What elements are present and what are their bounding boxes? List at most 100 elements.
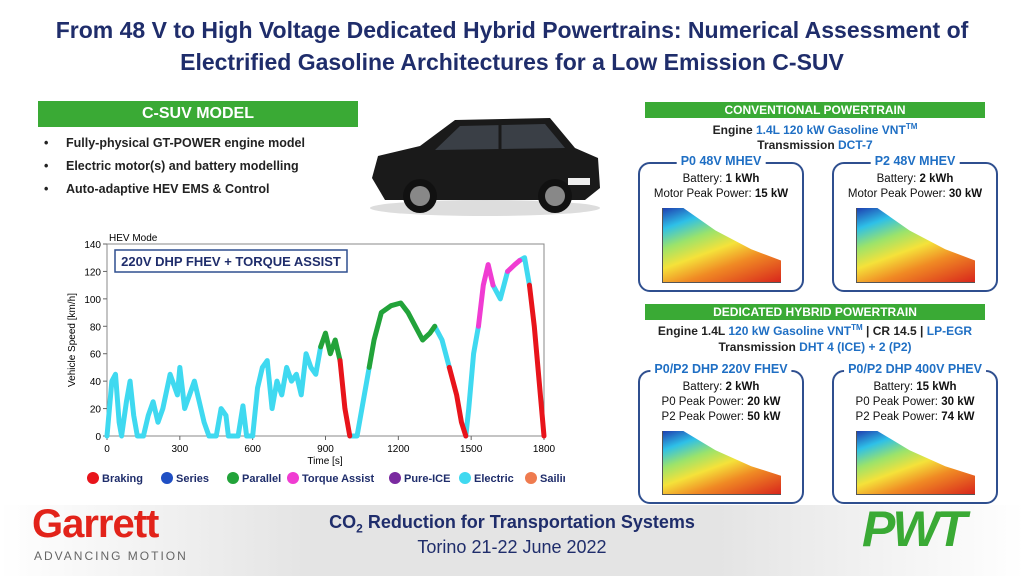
y-axis-label: Vehicle Speed [km/h] xyxy=(67,293,78,387)
label: Battery: xyxy=(682,173,723,185)
panel-line: P0 Peak Power: 20 kW xyxy=(640,395,802,410)
y-tick-label: 140 xyxy=(84,240,101,251)
y-tick-label: 40 xyxy=(90,377,102,388)
legend-swatch xyxy=(389,472,401,484)
chart-title: HEV Mode xyxy=(109,233,158,244)
speed-trace xyxy=(318,330,343,364)
speed-trace xyxy=(490,268,511,302)
x-tick-label: 300 xyxy=(171,444,188,455)
powertrain-panel: P0/P2 DHP 220V FHEV Battery: 2 kWh P0 Peak… xyxy=(638,362,804,504)
label: Battery: xyxy=(682,381,723,393)
panel-line: Motor Peak Power: 30 kW xyxy=(834,187,996,202)
tm: TM xyxy=(905,122,918,131)
dedicated-heading: DEDICATED HYBRID POWERTRAIN xyxy=(645,304,985,320)
engine-line: Engine 1.4L 120 kW Gasoline VNTTM xyxy=(620,122,1010,137)
y-tick-label: 0 xyxy=(95,432,101,443)
powertrain-panel: P0 48V MHEV Battery: 1 kWh Motor Peak Powe… xyxy=(638,154,804,292)
tm: TM xyxy=(851,323,863,332)
speed-trace xyxy=(475,262,496,329)
panel-line: Motor Peak Power: 15 kW xyxy=(640,187,802,202)
legend-swatch xyxy=(287,472,299,484)
label: Motor Peak Power: xyxy=(653,188,752,200)
powertrain-panel: P0/P2 DHP 400V PHEV Battery: 15 kWh P0 Pea… xyxy=(832,362,998,504)
legend-label: Pure-ICE xyxy=(404,473,450,485)
legend-swatch xyxy=(87,472,99,484)
label: Motor Peak Power: xyxy=(847,188,946,200)
speed-trace xyxy=(347,364,372,439)
x-tick-label: 1500 xyxy=(460,444,483,455)
panel-line: P0 Peak Power: 30 kW xyxy=(834,395,996,410)
y-tick-label: 20 xyxy=(90,405,102,416)
x-tick-label: 900 xyxy=(317,444,334,455)
subscript: 2 xyxy=(356,521,363,536)
legend-swatch xyxy=(459,472,471,484)
value: 30 kW xyxy=(941,396,975,408)
transmission-line: Transmission DCT-7 xyxy=(620,138,1010,152)
legend-label: Series xyxy=(176,473,209,485)
speed-trace xyxy=(463,323,481,439)
speed-trace xyxy=(505,257,523,274)
speed-trace xyxy=(526,282,547,439)
panel-title: P0/P2 DHP 400V PHEV xyxy=(844,362,986,376)
value: 50 kW xyxy=(747,411,781,423)
speed-trace xyxy=(104,344,324,439)
value: 20 kW xyxy=(747,396,781,408)
efficiency-map xyxy=(662,431,781,495)
annotation-box xyxy=(114,249,348,273)
legend-swatch xyxy=(227,472,239,484)
panel-title: P0/P2 DHP 220V FHEV xyxy=(650,362,792,376)
y-tick-label: 80 xyxy=(90,322,102,333)
panel-title: P0 48V MHEV xyxy=(676,154,766,168)
text: Reduction for Transportation Systems xyxy=(362,512,695,532)
panel-lines: Battery: 1 kWh Motor Peak Power: 15 kW xyxy=(640,172,802,202)
y-tick-label: 120 xyxy=(84,267,101,278)
panel-line: P2 Peak Power: 74 kW xyxy=(834,410,996,425)
value: 1 kWh xyxy=(725,173,760,185)
bullet: Fully-physical GT-POWER engine model xyxy=(44,136,305,150)
footer-band xyxy=(0,505,1024,576)
label: Engine xyxy=(712,123,753,137)
panel-lines: Battery: 2 kWh Motor Peak Power: 30 kW xyxy=(834,172,996,202)
y-tick-label: 60 xyxy=(90,350,102,361)
garrett-tagline: ADVANCING MOTION xyxy=(34,549,188,563)
value: DHT 4 (ICE) + 2 (P2) xyxy=(799,340,912,354)
x-tick-label: 0 xyxy=(104,444,110,455)
label: Transmission xyxy=(718,340,796,354)
value: 15 kWh xyxy=(916,381,957,393)
bullet: Auto-adaptive HEV EMS & Control xyxy=(44,182,269,196)
panel-line: Battery: 1 kWh xyxy=(640,172,802,187)
powertrain-panel: P2 48V MHEV Battery: 2 kWh Motor Peak Powe… xyxy=(832,154,998,292)
value: 30 kW xyxy=(948,188,983,200)
cr: | CR 14.5 | xyxy=(866,324,924,338)
legend-label: Braking xyxy=(102,473,143,485)
label: P0 Peak Power: xyxy=(855,396,938,408)
bullet: Electric motor(s) and battery modelling xyxy=(44,159,299,173)
legend-label: Sailing xyxy=(540,473,565,485)
legend-label: Parallel xyxy=(242,473,281,485)
engine-line: Engine 1.4L 120 kW Gasoline VNTTM | CR 1… xyxy=(600,323,1024,338)
panel-title: P2 48V MHEV xyxy=(870,154,960,168)
value: 120 kW Gasoline VNT xyxy=(728,324,852,338)
efficiency-map xyxy=(856,431,975,495)
value: 2 kWh xyxy=(725,381,760,393)
speed-trace xyxy=(337,358,353,439)
egr: LP-EGR xyxy=(926,324,973,338)
value: 1.4L 120 kW Gasoline VNT xyxy=(755,123,906,137)
garrett-logo: Garrett xyxy=(32,502,159,546)
pwt-logo: PWT xyxy=(862,501,967,557)
legend-label: Torque Assist xyxy=(302,473,374,485)
slide-title: From 48 V to High Voltage Dedicated Hybr… xyxy=(55,17,969,75)
label: Battery: xyxy=(876,173,917,185)
label: Transmission xyxy=(757,138,835,152)
legend-swatch xyxy=(525,472,537,484)
x-tick-label: 1800 xyxy=(533,444,556,455)
x-tick-label: 1200 xyxy=(387,444,410,455)
speed-trace xyxy=(446,364,469,439)
label: Engine 1.4L xyxy=(657,324,726,338)
transmission-line: Transmission DHT 4 (ICE) + 2 (P2) xyxy=(620,340,1010,354)
panel-lines: Battery: 2 kWh P0 Peak Power: 20 kW P2 Pea… xyxy=(640,380,802,425)
label: Battery: xyxy=(873,381,914,393)
event-title: CO2 Reduction for Transportation Systems xyxy=(250,512,774,536)
value: 2 kWh xyxy=(919,173,954,185)
